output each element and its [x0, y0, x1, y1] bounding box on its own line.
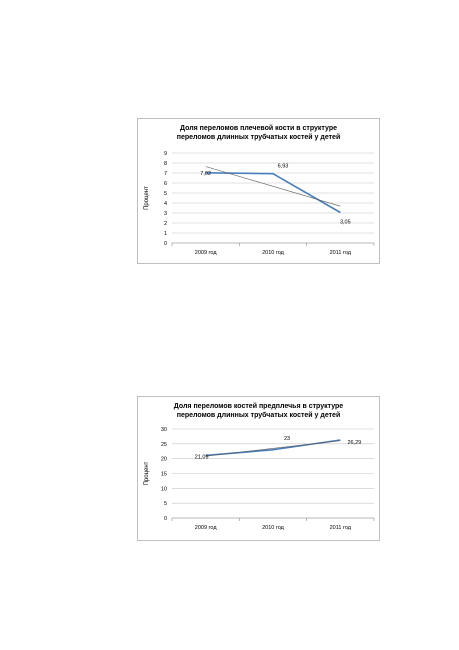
y-tick-label: 20 [161, 457, 167, 463]
y-tick-label: 9 [164, 151, 167, 157]
y-tick-label: 0 [164, 516, 167, 522]
y-tick-label: 10 [161, 486, 167, 492]
chart-title-line: Доля переломов костей предплечья в струк… [173, 403, 344, 410]
y-tick-label: 3 [164, 211, 167, 217]
y-tick-label: 7 [164, 171, 167, 177]
y-axis-label: Процент [144, 186, 150, 210]
data-series-line [205, 172, 341, 214]
chart-title-line: Доля переломов плечевой кости в структур… [180, 125, 337, 132]
chart-title: Доля переломов плечевой кости в структур… [138, 124, 379, 142]
y-tick-label: 15 [161, 472, 167, 478]
y-tick-label: 6 [164, 181, 167, 187]
trendline [205, 440, 341, 457]
y-tick-label: 5 [164, 191, 167, 197]
y-axis-label: Процент [144, 461, 150, 485]
data-label: 23 [284, 436, 290, 442]
y-tick-label: 25 [161, 442, 167, 448]
y-tick-label: 30 [161, 427, 167, 433]
trendline [205, 166, 341, 207]
chart-humerus-fractions: Доля переломов плечевой кости в структур… [137, 118, 380, 264]
data-label: 26,29 [347, 440, 361, 446]
x-tick-label: 2010 год [262, 250, 285, 256]
y-tick-label: 4 [164, 201, 167, 207]
chart-plot: 0 1 2 3 4 5 6 7 8 9 2009 год 2010 год 2011 год Процен… [144, 151, 375, 256]
data-label: 6,93 [278, 164, 289, 170]
x-tick-label: 2009 год [195, 250, 218, 256]
data-label: 7,02 [200, 171, 211, 177]
y-tick-label: 8 [164, 161, 167, 167]
data-label: 3,05 [340, 220, 351, 226]
y-tick-label: 5 [164, 501, 167, 507]
chart-title-line: переломов длинных трубчатых костей у дет… [176, 134, 341, 141]
y-tick-label: 2 [164, 221, 167, 227]
x-tick-label: 2009 год [195, 525, 218, 531]
chart-forearm-fractions: Доля переломов костей предплечья в струк… [137, 396, 380, 541]
x-tick-label: 2011 год [330, 250, 352, 256]
chart-plot: 0 5 10 15 20 25 30 2009 год 2010 год 2011 год Проц… [144, 427, 375, 531]
data-label: 21,09 [195, 454, 209, 460]
data-series-line [205, 439, 341, 457]
y-tick-label: 0 [164, 241, 167, 247]
x-tick-label: 2010 год [262, 525, 285, 531]
chart-title-line: переломов длинных трубчатых костей у дет… [176, 412, 341, 419]
chart-title: Доля переломов костей предплечья в струк… [138, 402, 379, 420]
y-tick-label: 1 [164, 231, 167, 237]
x-tick-label: 2011 год [330, 525, 352, 531]
